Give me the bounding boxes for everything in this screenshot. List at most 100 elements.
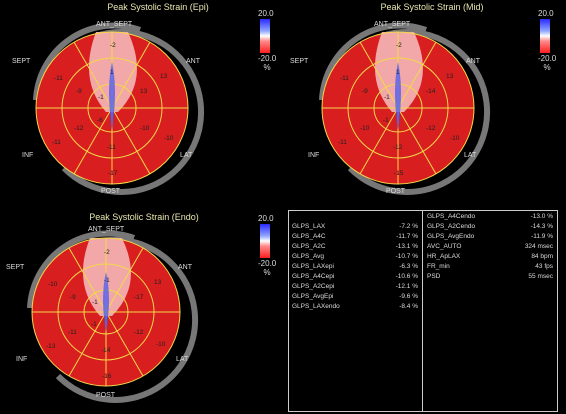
label-post: POST (96, 392, 116, 399)
seg-label: -12 (393, 144, 403, 151)
seg-label: 13 (160, 73, 168, 80)
bullseye-panel-mid: Peak Systolic Strain (Mid) 20.0 -20.0 % … (286, 0, 566, 205)
row-value: -8.4 % (399, 303, 418, 310)
seg-label: 13 (154, 279, 162, 286)
panel-title: Peak Systolic Strain (Mid) (380, 2, 484, 12)
panel-title: Peak Systolic Strain (Endo) (89, 212, 199, 222)
label-post: POST (386, 188, 406, 195)
table-column-left: GLPS_LAX -7.2 % GLPS_A4C -11.7 % GLPS_A2C -… (289, 211, 423, 411)
seg-label: 1 (396, 69, 400, 76)
label-lat: LAT (176, 356, 189, 363)
seg-label: -9 (362, 88, 368, 95)
bullseye-chart-epi: -2 13 -10 -17 -11 -11 -9 13 -12 -10 -11 … (33, 22, 205, 195)
seg-label: -2 (104, 249, 110, 256)
seg-label: -11 (338, 139, 347, 146)
seg-label: -10 (164, 135, 174, 142)
row-key: GLPS_A2Cepi (292, 283, 335, 290)
table-column-right: GLPS_A4Cendo -13.0 % GLPS_A2Cendo -14.3 % … (424, 211, 557, 411)
seg-label: -14 (101, 347, 111, 354)
seg-label: -1 (384, 94, 390, 101)
row-key: GLPS_LAXendo (292, 303, 340, 310)
row-key: FR_min (427, 263, 450, 270)
row-value: 84 bpm (531, 253, 553, 260)
scale-bar (260, 224, 270, 258)
label-inf: INF (308, 152, 320, 159)
seg-label: -9 (76, 88, 82, 95)
label-ant-sept: ANT_SEPT (88, 226, 125, 233)
row-key: GLPS_A4Cendo (427, 213, 476, 220)
scale-top: 20.0 (538, 9, 554, 18)
seg-label: -17 (134, 294, 144, 301)
seg-label: 13 (446, 73, 454, 80)
table-row: GLPS_A2Cepi -12.1 % (289, 283, 422, 293)
scale-bottom: -20.0 (258, 259, 277, 268)
seg-label: -17 (108, 170, 118, 177)
row-key: GLPS_A4C (292, 233, 326, 240)
table-row: GLPS_AvgEndo -11.9 % (424, 233, 557, 243)
seg-label: -10 (140, 125, 150, 132)
seg-label: -1 (104, 277, 110, 284)
color-scale: 20.0 -20.0 % (258, 214, 276, 277)
seg-label: -15 (394, 170, 404, 177)
seg-label: -12 (134, 329, 144, 336)
label-inf: INF (22, 152, 34, 159)
bullseye-panel-endo: Peak Systolic Strain (Endo) 20.0 -20.0 %… (0, 208, 286, 414)
table-row: HR_ApLAX 84 bpm (424, 253, 557, 263)
seg-label: -1 (383, 117, 389, 124)
seg-label: -6 (97, 117, 103, 124)
seg-label: 13 (140, 88, 148, 95)
table-row: FR_min 43 fps (424, 263, 557, 273)
row-value: -13.1 % (395, 243, 418, 250)
seg-label: -12 (74, 125, 84, 132)
row-value: -14.3 % (530, 223, 553, 230)
label-ant-sept: ANT_SEPT (96, 21, 133, 28)
row-value: 324 msec (524, 243, 553, 250)
panel-title: Peak Systolic Strain (Epi) (107, 2, 209, 12)
table-row: GLPS_LAXepi -6.3 % (289, 263, 422, 273)
table-row: GLPS_LAX -7.2 % (289, 223, 422, 233)
blue-streak (395, 62, 401, 130)
table-row: AVC_AUTO 324 msec (424, 243, 557, 253)
label-post: POST (101, 188, 121, 195)
row-key: GLPS_Avg (292, 253, 325, 260)
scale-unit: % (263, 268, 271, 277)
row-value: -6.3 % (399, 263, 418, 270)
seg-label: -14 (426, 88, 436, 95)
seg-label: -1 (91, 321, 97, 328)
table-row: GLPS_A4C -11.7 % (289, 233, 422, 243)
measurement-table: GLPS_LAX -7.2 % GLPS_A4C -11.7 % GLPS_A2C -… (288, 210, 558, 412)
row-key: GLPS_A2C (292, 243, 326, 250)
label-ant: ANT (186, 58, 200, 65)
label-inf: INF (16, 356, 28, 363)
row-value: -7.2 % (399, 223, 418, 230)
table-row: GLPS_A2C -13.1 % (289, 243, 422, 253)
seg-label: -2 (396, 42, 402, 49)
scale-bar (260, 19, 270, 53)
bullseye-chart-mid: -2 13 -10 -15 -11 -11 -9 -14 -10 -12 -12… (319, 22, 491, 195)
label-sept: SEPT (12, 58, 31, 65)
label-sept: SEPT (290, 58, 309, 65)
seg-label: -10 (360, 125, 370, 132)
seg-label: -13 (46, 343, 56, 350)
scale-unit: % (263, 63, 271, 72)
seg-label: -11 (54, 75, 63, 82)
seg-label: -16 (102, 373, 112, 380)
seg-label: -10 (156, 341, 166, 348)
row-value: -12.1 % (395, 283, 418, 290)
seg-label: -11 (52, 139, 61, 146)
row-key: HR_ApLAX (427, 253, 461, 260)
seg-label: -11 (68, 329, 77, 336)
row-value: 43 fps (535, 263, 553, 270)
seg-label: -1 (92, 299, 98, 306)
scale-bar (540, 19, 550, 53)
row-value: -13.0 % (530, 213, 553, 220)
label-lat: LAT (180, 152, 193, 159)
table-row: PSD 55 msec (424, 273, 557, 283)
label-sept: SEPT (6, 264, 25, 271)
seg-label: -10 (450, 135, 460, 142)
color-scale: 20.0 -20.0 % (258, 9, 276, 72)
row-value: 55 msec (528, 273, 553, 280)
row-value: -10.7 % (395, 253, 418, 260)
bullseye-chart-endo: -2 13 -10 -16 -13 -10 -9 -17 -11 -12 -14… (27, 230, 199, 403)
row-key: PSD (427, 273, 441, 280)
